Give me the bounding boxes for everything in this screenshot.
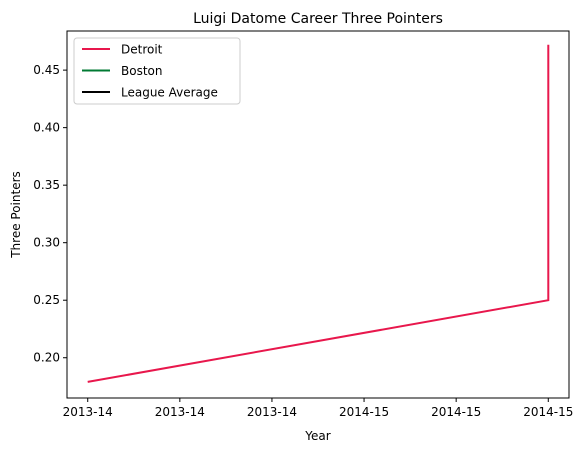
- x-tick-label: 2014-15: [523, 405, 573, 419]
- plot-area: 0.200.250.300.350.400.45 2013-14 2013-14 2…: [33, 30, 573, 419]
- x-tick-label: 2013-14: [247, 405, 297, 419]
- series-lines: [87, 44, 550, 383]
- series-line-detroit: [87, 44, 550, 383]
- chart-title: Luigi Datome Career Three Pointers: [193, 11, 443, 27]
- x-tick-label: 2013-14: [155, 405, 205, 419]
- plot-frame: [66, 30, 570, 399]
- legend-label-league-average: League Average: [121, 86, 218, 100]
- y-tick-label: 0.30: [33, 236, 60, 250]
- y-axis-label: Three Pointers: [9, 171, 23, 259]
- x-axis-ticks: 2013-14 2013-14 2013-14 2014-15 2014-15 2014-…: [63, 398, 573, 419]
- y-axis-ticks: 0.20 0.25 0.30 0.35 0.40 0.45: [33, 63, 67, 365]
- legend-box: [73, 37, 241, 105]
- x-tick-label: 2013-14: [63, 405, 113, 419]
- y-tick-label: 0.35: [33, 178, 60, 192]
- y-tick-label: 0.45: [33, 63, 60, 77]
- x-axis-label: Year: [304, 429, 330, 443]
- legend-label-detroit: Detroit: [121, 43, 163, 57]
- y-tick-label: 0.20: [33, 351, 60, 365]
- legend: Detroit Boston League Average: [73, 37, 241, 105]
- legend-label-boston: Boston: [121, 64, 162, 78]
- x-tick-label: 2014-15: [431, 405, 481, 419]
- y-tick-label: 0.25: [33, 293, 60, 307]
- x-tick-label: 2014-15: [339, 405, 389, 419]
- y-tick-label: 0.40: [33, 121, 60, 135]
